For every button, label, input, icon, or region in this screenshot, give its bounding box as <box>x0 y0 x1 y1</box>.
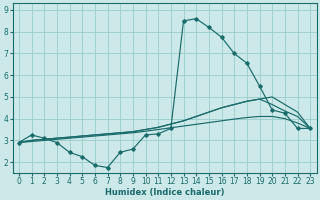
X-axis label: Humidex (Indice chaleur): Humidex (Indice chaleur) <box>105 188 224 197</box>
